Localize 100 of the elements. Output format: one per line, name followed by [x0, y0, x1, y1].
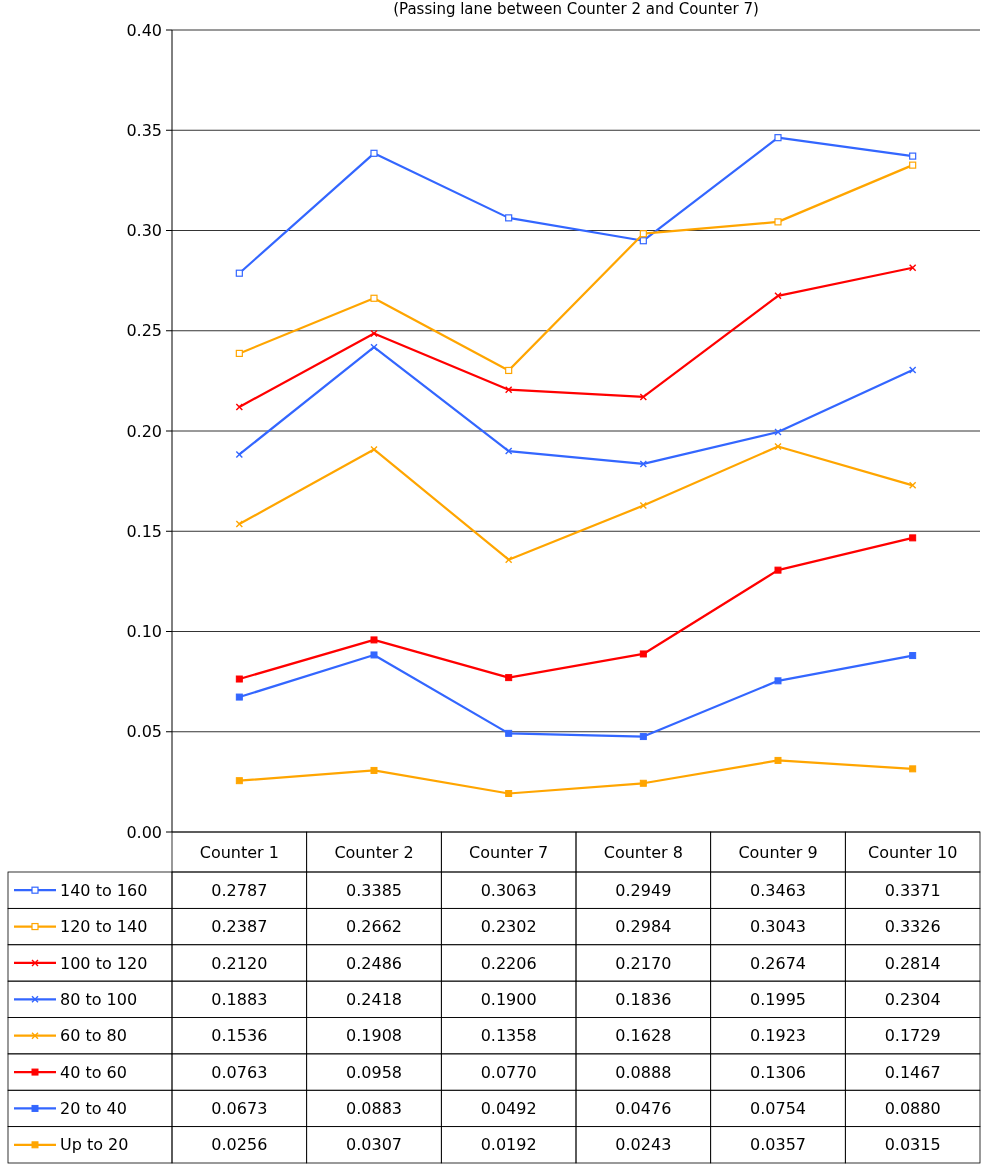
point: [774, 566, 782, 574]
point: [504, 556, 513, 564]
point: [639, 733, 647, 741]
data-label: 0.2387: [211, 917, 268, 937]
legend-label: Up to 20: [60, 1135, 129, 1155]
data-label: 0.0883: [346, 1099, 402, 1119]
point: [909, 534, 917, 542]
point: [505, 790, 513, 797]
point: [504, 386, 513, 394]
legend-label: 20 to 40: [60, 1099, 127, 1119]
data-label: 0.3371: [884, 880, 941, 900]
point: [370, 149, 378, 157]
data-label: 0.3043: [750, 917, 806, 937]
data-label: 0.1467: [884, 1062, 941, 1082]
data-label: 0.2674: [750, 953, 806, 973]
x-tick-label: Counter 7: [469, 842, 549, 862]
legend-label: 120 to 140: [60, 917, 148, 937]
point: [639, 230, 647, 238]
point: [774, 134, 782, 142]
y-tick-label: 0.15: [126, 521, 162, 541]
data-label: 0.2170: [615, 953, 672, 973]
y-tick-label: 0.25: [126, 321, 162, 341]
data-label: 0.1729: [884, 1026, 941, 1046]
point: [505, 366, 513, 375]
point: [909, 152, 917, 160]
point: [639, 779, 647, 787]
point: [370, 329, 378, 338]
point: [774, 442, 782, 451]
y-tick-label: 0.30: [126, 221, 162, 241]
data-label: 0.2662: [346, 917, 402, 937]
point: [639, 501, 648, 510]
data-label: 0.0763: [211, 1062, 268, 1082]
y-tick-label: 0.10: [126, 622, 162, 642]
point: [774, 292, 782, 300]
data-label: 0.0256: [211, 1135, 268, 1155]
point: [235, 403, 244, 411]
x-tick-label: Counter 1: [199, 842, 279, 862]
y-tick-label: 0.05: [126, 722, 162, 742]
data-label: 0.2486: [346, 953, 402, 973]
data-label: 0.0880: [884, 1099, 941, 1119]
data-label: 0.1306: [750, 1062, 806, 1082]
point: [235, 675, 243, 683]
data-label: 0.0307: [346, 1135, 402, 1155]
data-label: 0.3063: [480, 880, 537, 900]
data-label: 0.0243: [615, 1135, 672, 1155]
y-tick-label: 0.20: [126, 421, 162, 441]
data-label: 0.3463: [750, 880, 806, 900]
point: [909, 161, 917, 169]
point: [370, 343, 378, 351]
legend-label: 40 to 60: [60, 1062, 127, 1082]
data-label: 0.0888: [615, 1062, 672, 1082]
data-label: 0.1923: [750, 1026, 806, 1046]
point: [235, 450, 244, 459]
data-label: 0.2787: [211, 880, 268, 900]
y-tick-label: 0.40: [126, 20, 162, 40]
point: [370, 651, 378, 659]
data-label: 0.2206: [480, 953, 537, 973]
point: [370, 294, 378, 302]
point: [908, 366, 917, 374]
data-label: 0.0958: [346, 1062, 402, 1082]
point: [774, 677, 782, 685]
point: [774, 218, 782, 226]
data-label: 0.0476: [615, 1099, 672, 1119]
point: [370, 766, 378, 774]
x-tick-label: Counter 9: [738, 842, 818, 862]
x-tick-label: Counter 10: [867, 842, 958, 862]
chart-subtitle: (Passing lane between Counter 2 and Counter 7): [393, 0, 759, 18]
data-label: 0.1628: [615, 1026, 672, 1046]
data-label: 0.1883: [211, 989, 268, 1009]
point: [639, 237, 647, 245]
point: [370, 445, 378, 454]
point: [235, 693, 243, 701]
legend-label: 140 to 160: [60, 880, 148, 900]
y-tick-label: 0.00: [126, 822, 162, 842]
data-label: 0.0770: [480, 1062, 537, 1082]
legend-label: 80 to 100: [60, 989, 138, 1009]
point: [504, 447, 513, 455]
data-label: 0.1358: [480, 1026, 537, 1046]
point: [235, 520, 244, 528]
point: [235, 269, 243, 277]
x-tick-label: Counter 2: [334, 842, 414, 862]
point: [908, 264, 917, 272]
data-label: 0.0357: [750, 1135, 806, 1155]
y-tick-label: 0.35: [126, 120, 162, 140]
point: [370, 636, 378, 644]
data-label: 0.3385: [346, 880, 402, 900]
data-label: 0.2302: [480, 917, 537, 937]
data-label: 0.2984: [615, 917, 672, 937]
data-label: 0.1908: [346, 1026, 402, 1046]
data-label: 0.2304: [884, 989, 941, 1009]
data-label: 0.0754: [750, 1099, 806, 1119]
point: [235, 349, 243, 358]
point: [908, 481, 917, 490]
data-label: 0.0192: [480, 1135, 537, 1155]
data-label: 0.3326: [884, 917, 941, 937]
point: [639, 393, 648, 401]
data-label: 0.2120: [211, 953, 268, 973]
data-label: 0.0315: [884, 1135, 941, 1155]
point: [909, 652, 917, 660]
point: [235, 777, 243, 785]
